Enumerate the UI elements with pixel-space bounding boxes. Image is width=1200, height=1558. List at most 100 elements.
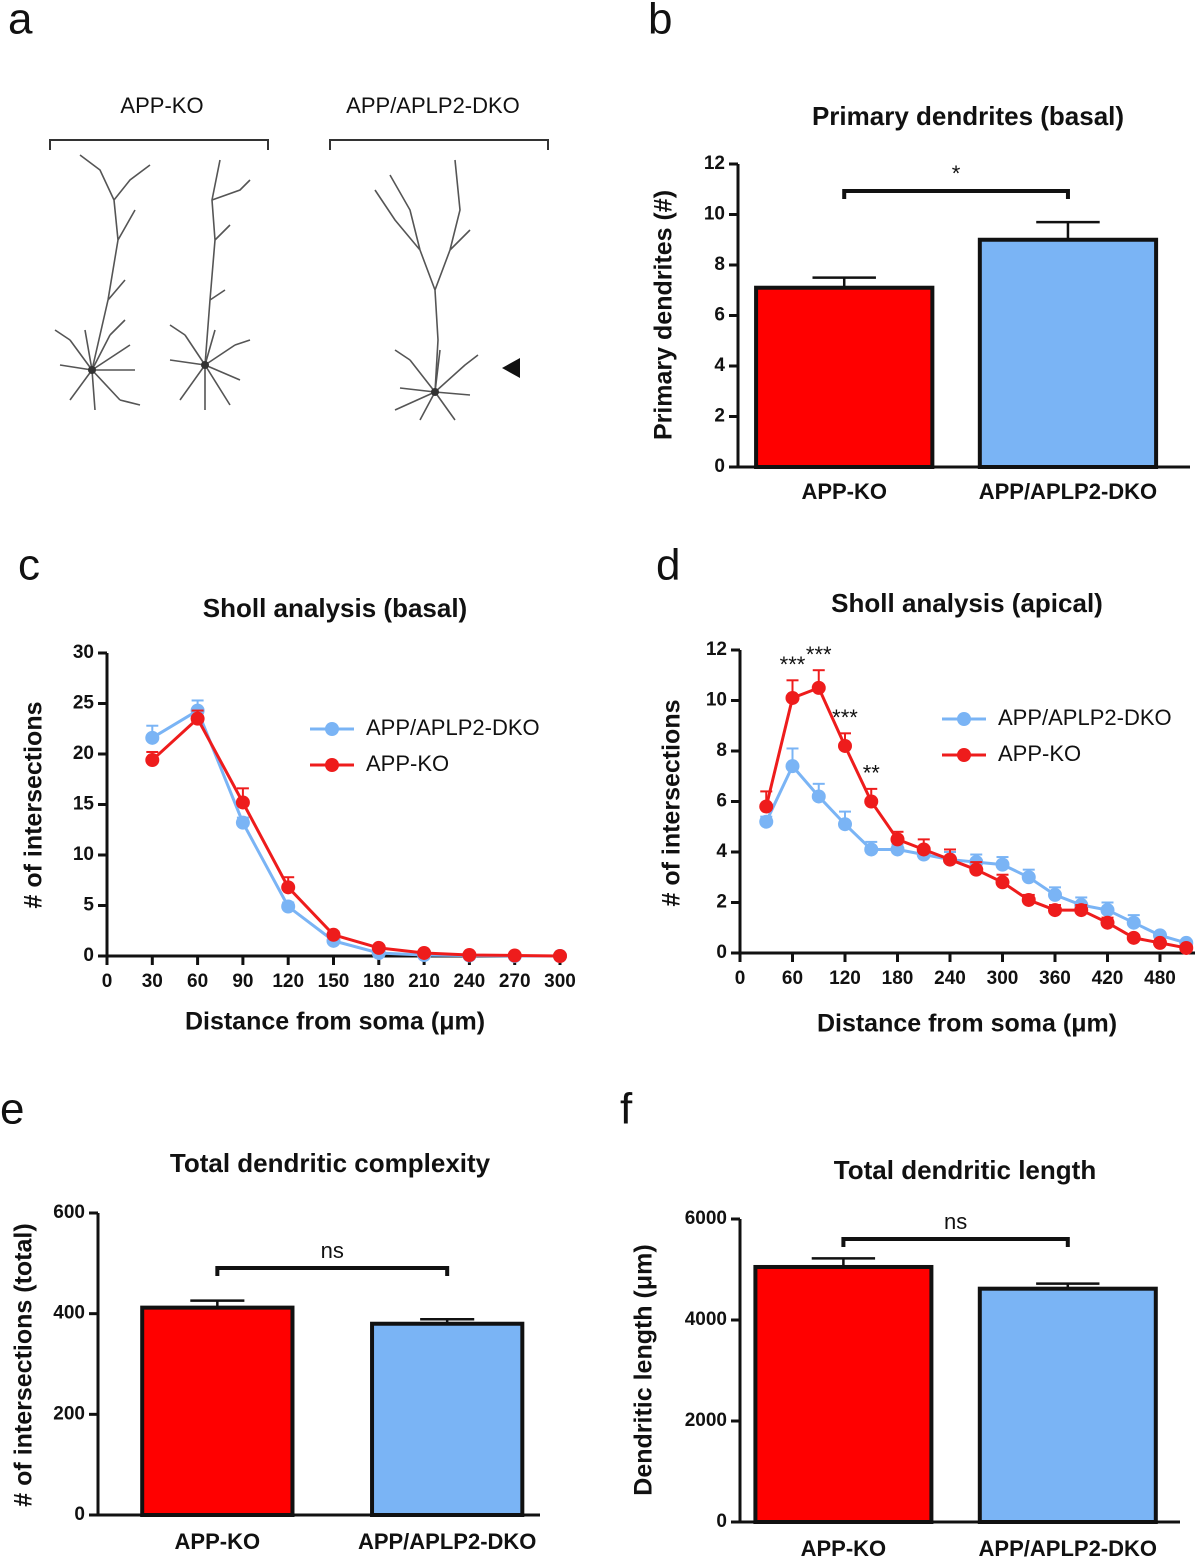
x-tick-label: 240 — [934, 968, 966, 989]
legend-marker — [325, 758, 339, 772]
data-point — [1048, 903, 1062, 918]
panel-letter: e — [0, 1085, 24, 1134]
y-tick-label: 8 — [716, 740, 727, 761]
x-tick-label: 60 — [187, 971, 208, 992]
chart-title: Sholl analysis (apical) — [831, 588, 1103, 618]
data-point — [1100, 903, 1115, 918]
data-point — [785, 690, 800, 705]
data-point — [785, 759, 800, 774]
data-point — [1021, 892, 1036, 907]
data-point — [759, 814, 774, 829]
x-tick-label: 0 — [735, 968, 746, 989]
data-point — [916, 842, 931, 857]
soma — [88, 366, 96, 374]
data-point — [553, 949, 567, 963]
legend-marker — [325, 722, 339, 736]
y-tick-label: 25 — [73, 693, 95, 714]
chart-title: Total dendritic complexity — [170, 1148, 491, 1178]
x-tick-label: 150 — [318, 971, 350, 992]
arrowhead — [502, 358, 520, 378]
y-tick-label: 8 — [714, 254, 725, 275]
panel-letter: f — [620, 1085, 633, 1134]
y-tick-label: 0 — [714, 456, 725, 477]
x-tick-label: 270 — [499, 971, 531, 992]
y-tick-label: 20 — [73, 743, 94, 764]
significance-label: * — [952, 161, 961, 186]
soma — [431, 388, 439, 396]
data-point — [759, 799, 774, 814]
annotation: *** — [832, 705, 858, 730]
y-tick-label: 10 — [706, 690, 727, 711]
data-point — [281, 880, 296, 895]
panel-letter: b — [648, 0, 672, 44]
neuron-drawing — [54, 154, 479, 421]
x-tick-label: 30 — [142, 971, 163, 992]
x-tick-label: 180 — [882, 968, 914, 989]
y-tick-label: 4 — [716, 841, 727, 862]
y-axis-label: Primary dendrites (#) — [650, 190, 678, 440]
data-point — [969, 862, 984, 877]
data-point — [145, 753, 160, 768]
chart-title: Sholl analysis (basal) — [203, 593, 467, 623]
x-axis-label: Distance from soma (μm) — [185, 1008, 485, 1036]
bar — [753, 1264, 934, 1524]
x-tick-label: APP/APLP2-DKO — [358, 1529, 536, 1554]
x-tick-label: 0 — [102, 971, 113, 992]
y-axis-label: # of intersections — [20, 702, 48, 909]
bar — [370, 1321, 525, 1517]
x-tick-label: 180 — [363, 971, 395, 992]
y-axis-label: # of intersections — [658, 700, 686, 907]
x-axis-label: Distance from soma (μm) — [817, 1010, 1117, 1038]
y-tick-label: 30 — [73, 642, 94, 663]
data-point — [1100, 915, 1115, 930]
x-tick-label: 360 — [1039, 968, 1071, 989]
y-tick-label: 4000 — [685, 1309, 727, 1330]
soma — [201, 361, 209, 369]
x-tick-label: 240 — [454, 971, 486, 992]
x-tick-label: APP/APLP2-DKO — [979, 1536, 1157, 1558]
x-tick-label: 90 — [232, 971, 253, 992]
significance-bracket — [215, 1266, 450, 1276]
y-tick-label: 15 — [73, 794, 95, 815]
y-tick-label: 0 — [83, 945, 94, 966]
data-point — [1021, 870, 1036, 885]
x-tick-label: APP-KO — [801, 479, 887, 504]
annotation: *** — [806, 642, 832, 667]
group-label: APP/APLP2-DKO — [346, 93, 520, 118]
data-point — [326, 927, 341, 942]
legend-label: APP/APLP2-DKO — [366, 715, 540, 740]
data-point — [417, 945, 432, 960]
significance-label: ns — [944, 1209, 967, 1234]
legend-label: APP/APLP2-DKO — [998, 705, 1172, 730]
y-tick-label: 4 — [714, 355, 725, 376]
annotation: ** — [863, 761, 881, 786]
group-label: APP-KO — [120, 93, 203, 118]
x-tick-label: 300 — [544, 971, 576, 992]
bar — [754, 285, 935, 469]
significance-bracket — [842, 189, 1070, 199]
y-tick-label: 0 — [716, 1511, 727, 1532]
y-tick-label: 0 — [716, 942, 727, 963]
legend-marker — [957, 712, 971, 726]
data-point — [864, 794, 879, 809]
bar — [977, 237, 1159, 469]
data-point — [462, 947, 477, 962]
y-tick-label: 6 — [716, 791, 727, 812]
data-point — [811, 680, 826, 695]
data-point — [838, 738, 852, 753]
chart-title: Primary dendrites (basal) — [812, 101, 1124, 131]
y-axis-label: # of intersections (total) — [10, 1223, 38, 1506]
legend-marker — [957, 748, 971, 762]
series-line — [151, 716, 561, 958]
data-point — [1153, 935, 1167, 950]
x-tick-label: APP-KO — [801, 1536, 887, 1558]
data-point — [890, 842, 905, 857]
data-point — [864, 842, 879, 857]
data-point — [235, 815, 250, 830]
data-point — [838, 817, 852, 832]
annotation: *** — [780, 652, 806, 677]
data-point — [890, 832, 905, 847]
x-tick-label: 210 — [408, 971, 440, 992]
data-point — [943, 852, 957, 867]
